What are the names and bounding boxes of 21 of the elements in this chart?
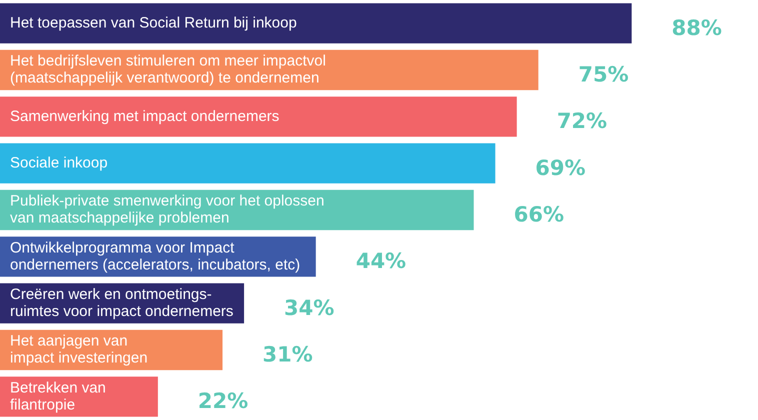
bar xyxy=(0,96,517,137)
data-label: 22% xyxy=(198,389,248,414)
y-tick-label: Sociale inkoop xyxy=(10,154,108,172)
y-tick-label: Het toepassen van Social Return bij inkoop xyxy=(10,14,297,32)
data-label: 44% xyxy=(356,249,406,274)
y-tick-label: Het bedrijfsleven stimuleren om meer impactvol (maatschappelijk verantwoord) te ondernemen xyxy=(10,52,326,87)
y-tick-label: Ontwikkelprogramma voor Impact ondernemers (accelerators, incubators, etc) xyxy=(10,239,300,274)
data-label: 88% xyxy=(672,16,722,40)
data-label: 69% xyxy=(535,156,586,180)
data-label: 75% xyxy=(578,62,629,86)
y-tick-label: Het aanjagen van impact investeringen xyxy=(10,332,148,367)
y-tick-label: Betrekken van filantropie xyxy=(10,379,106,414)
y-tick-label: Publiek-private smenwerking voor het oplossen van maatschappelijke problemen xyxy=(10,192,324,227)
data-label: 72% xyxy=(556,109,608,134)
data-label: 31% xyxy=(262,342,313,366)
data-label: 66% xyxy=(514,202,564,226)
bar xyxy=(0,143,496,184)
y-tick-label: Samenwerking met impact ondernemers xyxy=(10,108,280,125)
bar xyxy=(0,3,632,44)
data-label: 34% xyxy=(284,296,334,320)
y-tick-label: Creëren werk en ontmoetings- ruimtes voor impact ondernemers xyxy=(10,286,234,320)
